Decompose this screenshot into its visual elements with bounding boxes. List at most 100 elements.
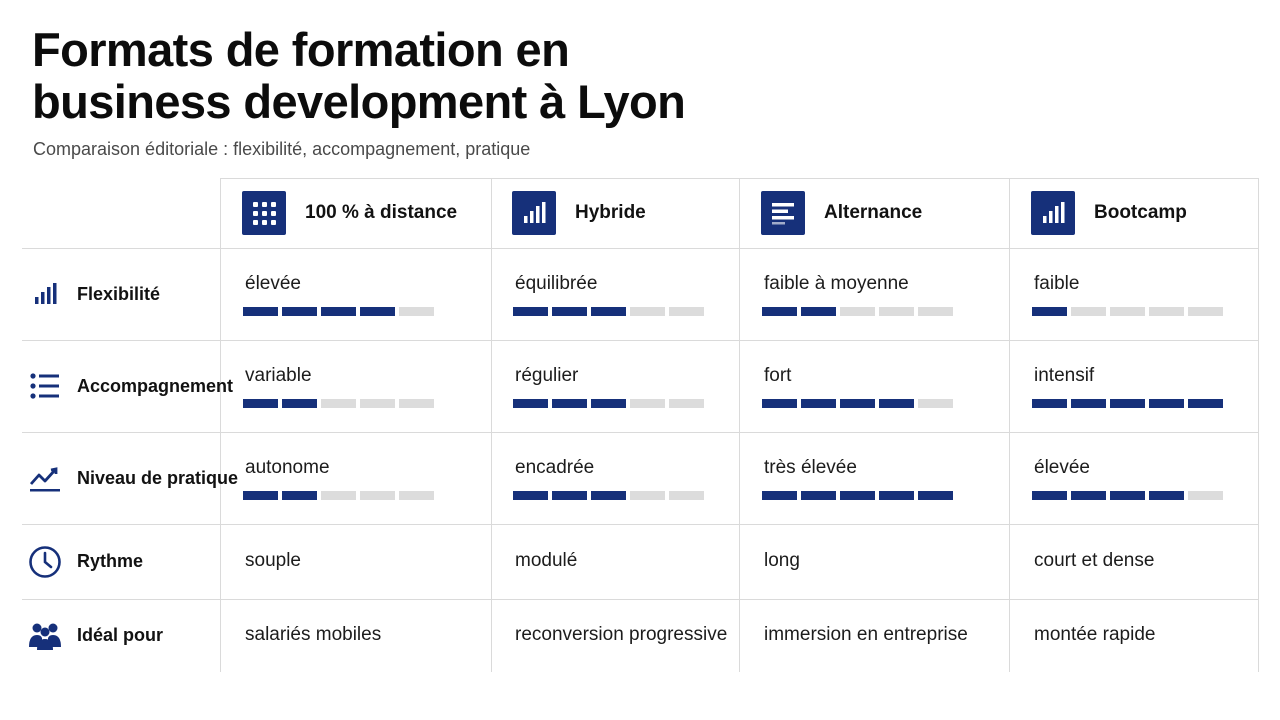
level-segment-filled — [513, 399, 548, 408]
level-segment-empty — [879, 307, 914, 316]
level-segment-filled — [321, 307, 356, 316]
grid-line-col — [1258, 178, 1259, 672]
level-segment-filled — [840, 491, 875, 500]
table-cell: variable — [243, 365, 438, 408]
level-segment-filled — [282, 399, 317, 408]
column-header: Hybride — [512, 178, 646, 248]
table-cell: très élevée — [762, 457, 957, 500]
cell-text: élevée — [1034, 457, 1090, 478]
column-header: Alternance — [761, 178, 922, 248]
level-segment-empty — [630, 399, 665, 408]
level-segment-empty — [321, 491, 356, 500]
level-segment-empty — [360, 399, 395, 408]
level-meter — [1032, 307, 1227, 316]
level-segment-filled — [1032, 307, 1067, 316]
cell-text: modulé — [515, 549, 578, 571]
level-segment-empty — [918, 399, 953, 408]
level-segment-empty — [321, 399, 356, 408]
column-header-label: Bootcamp — [1094, 202, 1187, 223]
cell-text: immersion en entreprise — [764, 623, 968, 645]
level-meter — [513, 491, 708, 500]
grid-line-row — [22, 432, 1258, 433]
level-segment-empty — [399, 399, 434, 408]
grid-line-row — [22, 340, 1258, 341]
level-meter — [513, 307, 708, 316]
grid-line-row — [22, 599, 1258, 600]
row-label-text: Accompagnement — [77, 375, 234, 396]
cell-text: autonome — [245, 457, 330, 478]
level-segment-filled — [1188, 399, 1223, 408]
level-segment-filled — [552, 399, 587, 408]
column-header: 100 % à distance — [242, 178, 457, 248]
table-cell: immersion en entreprise — [764, 624, 968, 646]
cell-text: salariés mobiles — [245, 623, 382, 645]
table-cell: autonome — [243, 457, 438, 500]
level-segment-empty — [840, 307, 875, 316]
level-segment-filled — [243, 491, 278, 500]
level-segment-filled — [513, 307, 548, 316]
level-segment-empty — [1110, 307, 1145, 316]
table-cell: faible à moyenne — [762, 273, 957, 316]
column-header-label: Alternance — [824, 202, 923, 223]
table-cell: élevée — [243, 273, 438, 316]
level-segment-filled — [1032, 399, 1067, 408]
level-meter — [762, 399, 957, 408]
cell-text: reconversion progressive — [515, 623, 728, 645]
table-cell: intensif — [1032, 365, 1227, 408]
cell-text: faible — [1034, 273, 1080, 294]
table-cell: reconversion progressive — [515, 624, 727, 646]
level-segment-filled — [1071, 399, 1106, 408]
cell-text: variable — [245, 365, 312, 386]
level-meter — [243, 399, 438, 408]
grid-line-row — [22, 524, 1258, 525]
cell-text: fort — [764, 365, 792, 386]
level-segment-filled — [840, 399, 875, 408]
table-cell: fort — [762, 365, 957, 408]
cell-text: court et dense — [1034, 549, 1155, 571]
level-meter — [1032, 491, 1227, 500]
title-line-1: Formats de formation en — [32, 23, 570, 76]
level-segment-filled — [360, 307, 395, 316]
page-subtitle: Comparaison éditoriale : flexibilité, ac… — [33, 139, 531, 159]
cell-text: équilibrée — [515, 273, 598, 294]
level-segment-filled — [879, 399, 914, 408]
level-segment-empty — [918, 307, 953, 316]
level-segment-empty — [399, 307, 434, 316]
row-label-text: Flexibilité — [77, 283, 161, 304]
level-segment-empty — [630, 491, 665, 500]
level-segment-filled — [591, 399, 626, 408]
table-cell: encadrée — [513, 457, 708, 500]
level-segment-filled — [243, 399, 278, 408]
level-segment-filled — [243, 307, 278, 316]
grid-dots-icon — [242, 191, 286, 235]
level-segment-filled — [552, 491, 587, 500]
table-cell: élevée — [1032, 457, 1227, 500]
cell-text: élevée — [245, 273, 301, 294]
trend-line-icon — [22, 462, 68, 494]
clock-icon — [22, 545, 68, 579]
row-label-text: Rythme — [77, 551, 144, 571]
level-segment-filled — [282, 491, 317, 500]
level-segment-empty — [360, 491, 395, 500]
cell-text: souple — [245, 549, 301, 571]
level-segment-filled — [801, 307, 836, 316]
level-meter — [243, 307, 438, 316]
level-segment-empty — [1188, 307, 1223, 316]
table-cell: montée rapide — [1034, 624, 1155, 646]
grid-line-col — [220, 178, 221, 672]
cell-text: très élevée — [764, 457, 857, 478]
level-segment-empty — [1188, 491, 1223, 500]
level-segment-filled — [1110, 491, 1145, 500]
cell-text: long — [764, 549, 800, 571]
level-segment-filled — [1071, 491, 1106, 500]
level-segment-filled — [591, 307, 626, 316]
grid-line-col — [491, 178, 492, 672]
row-label: Accompagnement — [22, 369, 233, 403]
level-segment-empty — [399, 491, 434, 500]
level-segment-filled — [552, 307, 587, 316]
cell-text: régulier — [515, 365, 579, 386]
table-cell: salariés mobiles — [245, 624, 381, 646]
level-segment-filled — [1149, 491, 1184, 500]
grid-line-col — [739, 178, 740, 672]
level-segment-filled — [918, 491, 953, 500]
